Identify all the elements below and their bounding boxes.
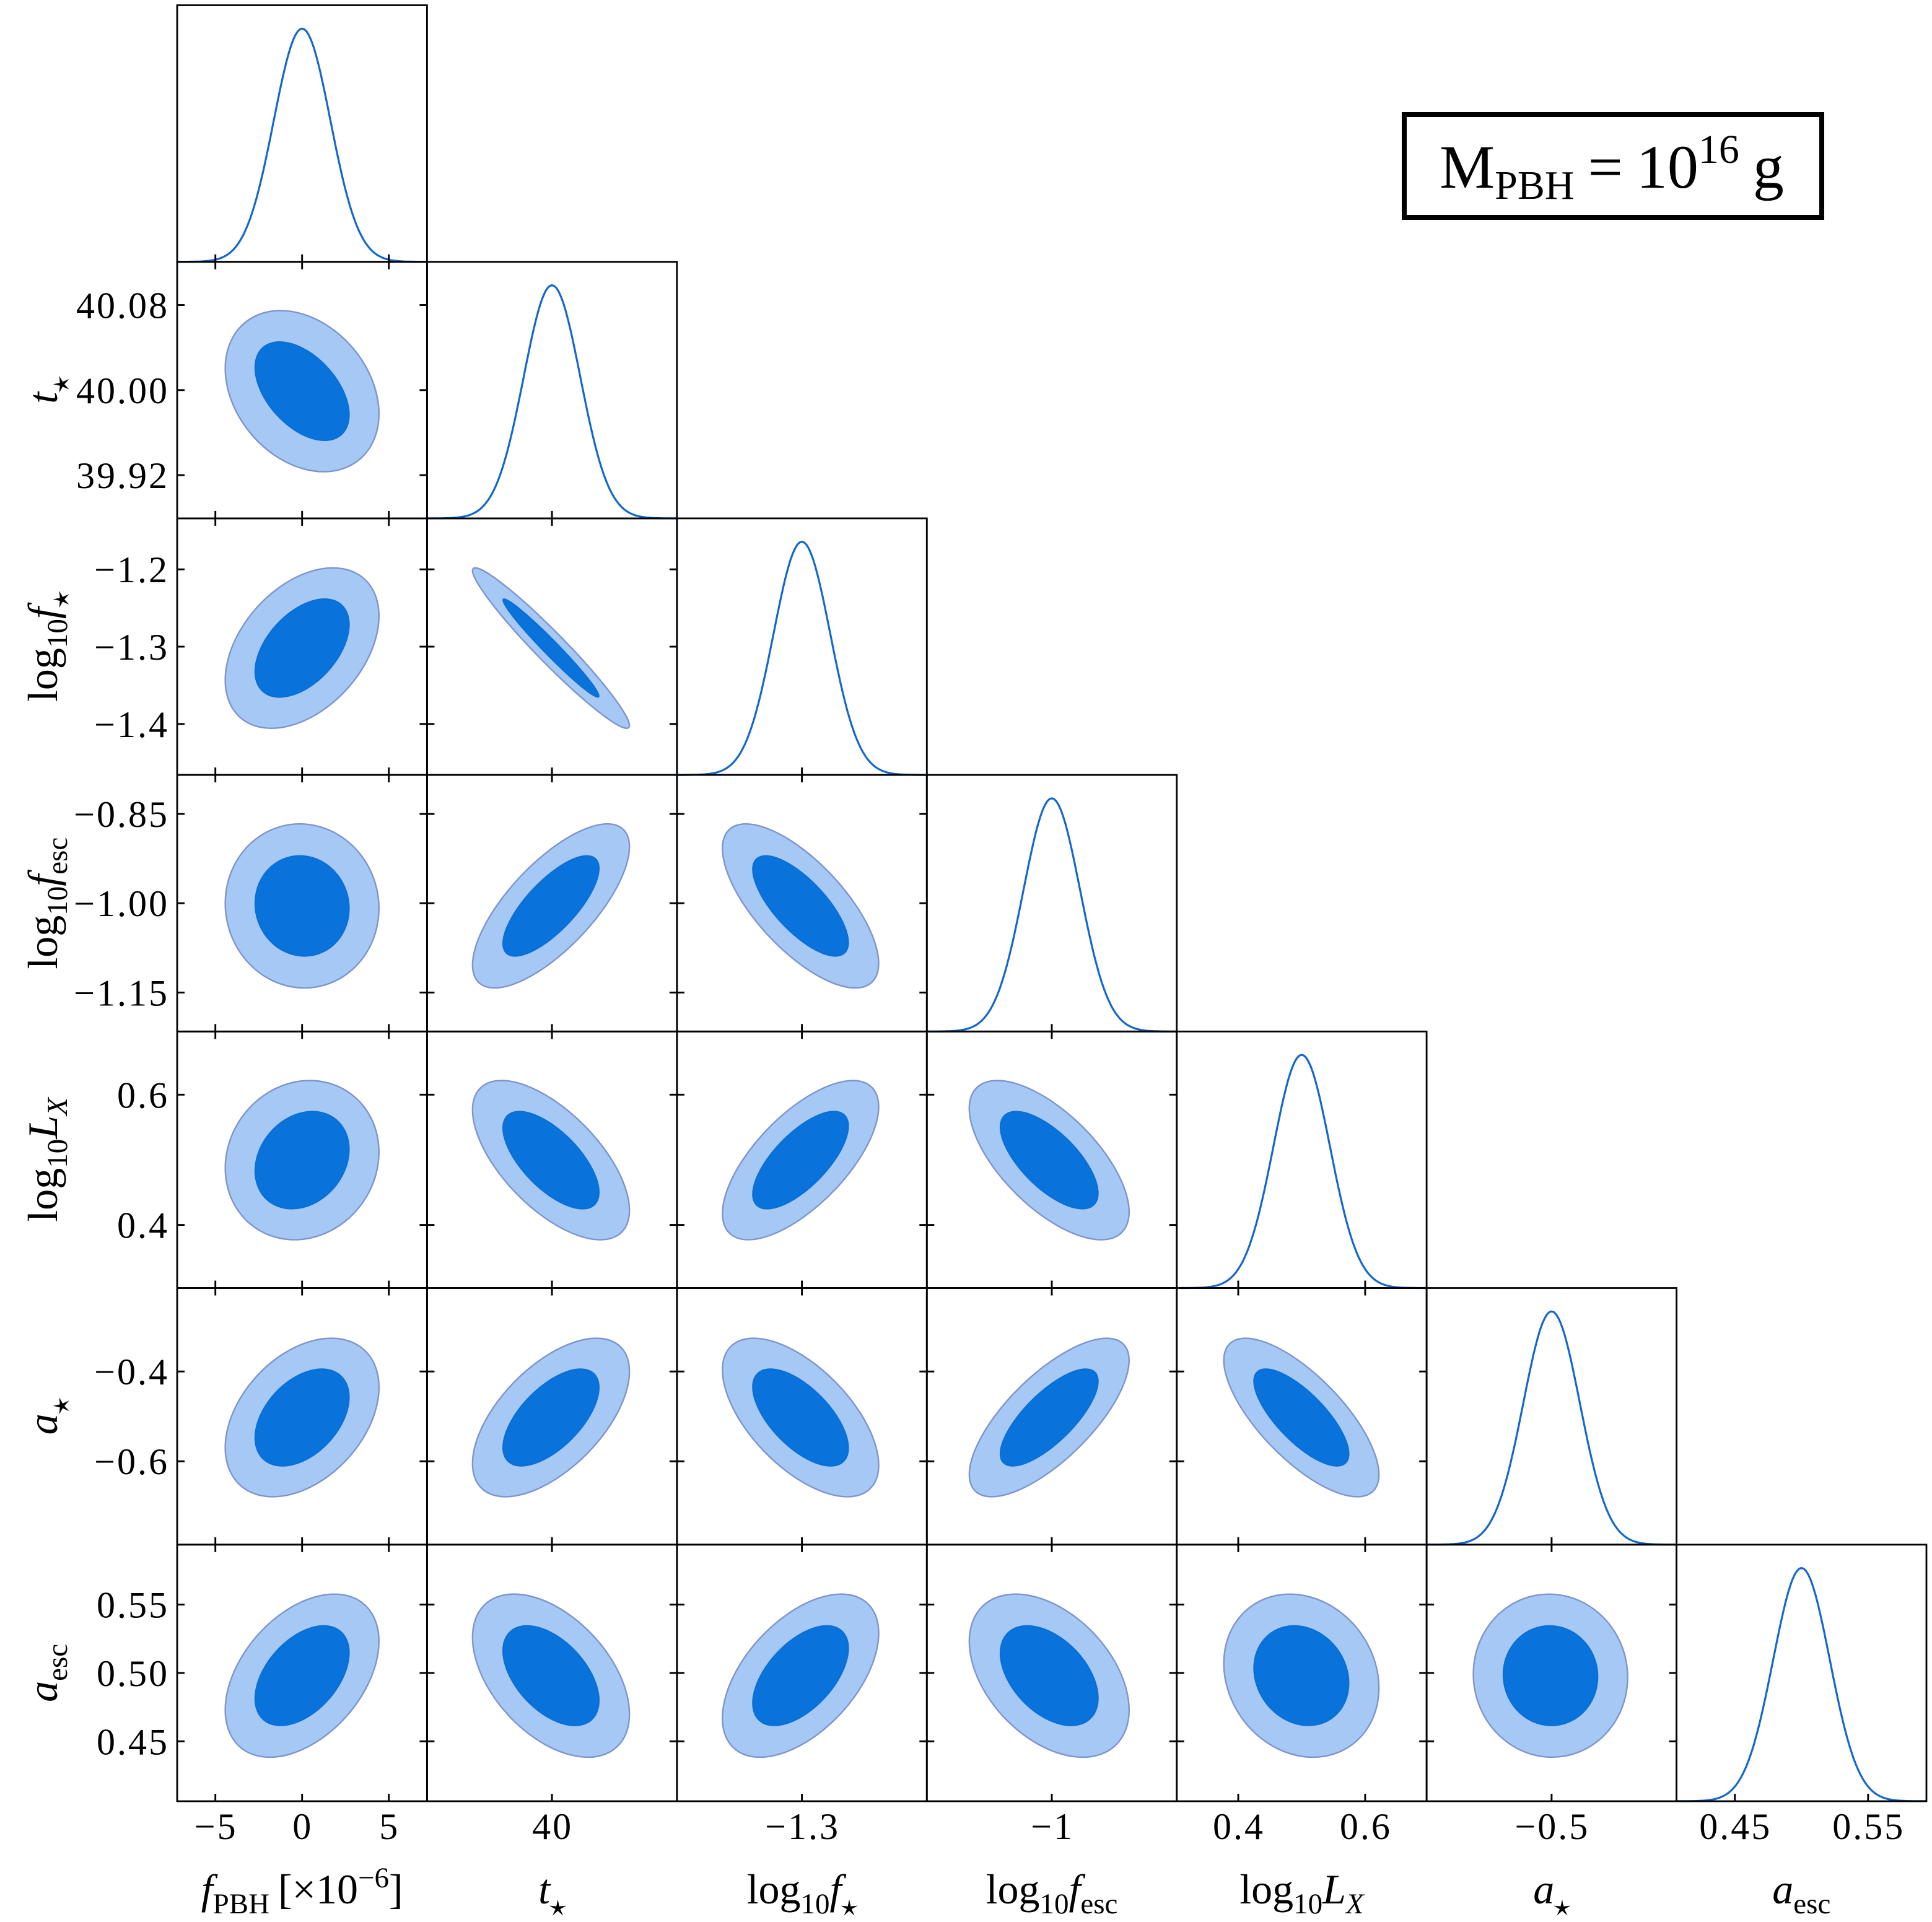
svg-text:−6: −6 (358, 1862, 389, 1894)
svg-text:0.55: 0.55 (1832, 1806, 1905, 1847)
svg-text:L: L (1322, 1866, 1346, 1913)
svg-text:g: g (1753, 133, 1784, 201)
svg-text:L: L (19, 1116, 66, 1140)
svg-text:0.4: 0.4 (117, 1205, 169, 1246)
svg-text:esc: esc (1793, 1888, 1830, 1919)
svg-text:0: 0 (292, 1806, 313, 1847)
svg-text:0.55: 0.55 (97, 1585, 169, 1626)
svg-text:0.6: 0.6 (1340, 1806, 1392, 1847)
svg-text:10: 10 (1040, 1888, 1069, 1919)
svg-text:esc: esc (1080, 1888, 1117, 1919)
svg-text:−1.2: −1.2 (94, 549, 169, 590)
svg-text:0.45: 0.45 (97, 1721, 169, 1762)
svg-text:−0.85: −0.85 (74, 794, 169, 835)
svg-text:10: 10 (42, 619, 74, 648)
svg-text:a: a (1772, 1866, 1793, 1913)
svg-text:a: a (1533, 1866, 1554, 1913)
svg-text:[×10: [×10 (278, 1866, 358, 1913)
svg-text:log: log (19, 648, 66, 702)
svg-text:10: 10 (42, 1139, 74, 1168)
svg-text:5: 5 (379, 1806, 400, 1847)
svg-text:log: log (747, 1866, 801, 1913)
svg-text:40: 40 (532, 1806, 573, 1847)
svg-text:39.92: 39.92 (76, 455, 169, 496)
svg-text:−1.15: −1.15 (74, 972, 169, 1013)
svg-text:t: t (538, 1866, 551, 1913)
svg-text:40.00: 40.00 (76, 370, 169, 411)
svg-text:X: X (1345, 1888, 1365, 1919)
svg-text:10: 10 (1637, 133, 1698, 201)
svg-text:log: log (1239, 1866, 1293, 1913)
svg-text:t: t (19, 391, 66, 404)
svg-text:−1: −1 (1031, 1806, 1074, 1847)
svg-text:=: = (1588, 133, 1623, 201)
svg-text:esc: esc (42, 1644, 74, 1681)
svg-text:−5: −5 (195, 1806, 238, 1847)
svg-text:−1.00: −1.00 (74, 883, 169, 924)
svg-text:a: a (19, 1681, 66, 1702)
svg-text:log: log (986, 1866, 1040, 1913)
svg-text:−1.3: −1.3 (765, 1806, 840, 1847)
svg-text:a: a (19, 1413, 66, 1435)
svg-text:log: log (19, 1168, 66, 1222)
svg-text:−0.5: −0.5 (1515, 1806, 1589, 1847)
svg-text:0.4: 0.4 (1213, 1806, 1265, 1847)
svg-text:40.08: 40.08 (76, 286, 169, 326)
svg-text:M: M (1440, 133, 1495, 201)
svg-text:esc: esc (42, 837, 74, 875)
svg-text:X: X (42, 1096, 74, 1117)
svg-text:−0.4: −0.4 (94, 1352, 169, 1392)
svg-text:PBH: PBH (213, 1888, 269, 1919)
svg-text:10: 10 (42, 886, 74, 915)
svg-text:0.6: 0.6 (117, 1075, 169, 1116)
svg-text:10: 10 (801, 1888, 830, 1919)
svg-text:−0.6: −0.6 (94, 1441, 169, 1482)
svg-text:−1.4: −1.4 (94, 704, 169, 745)
svg-text:0.45: 0.45 (1699, 1806, 1772, 1847)
svg-text:10: 10 (1293, 1888, 1322, 1919)
svg-text:16: 16 (1698, 127, 1739, 172)
svg-text:log: log (19, 915, 66, 969)
svg-text:]: ] (389, 1866, 403, 1913)
svg-text:0.50: 0.50 (97, 1653, 169, 1694)
svg-text:PBH: PBH (1495, 163, 1574, 208)
svg-text:−1.3: −1.3 (94, 627, 169, 668)
